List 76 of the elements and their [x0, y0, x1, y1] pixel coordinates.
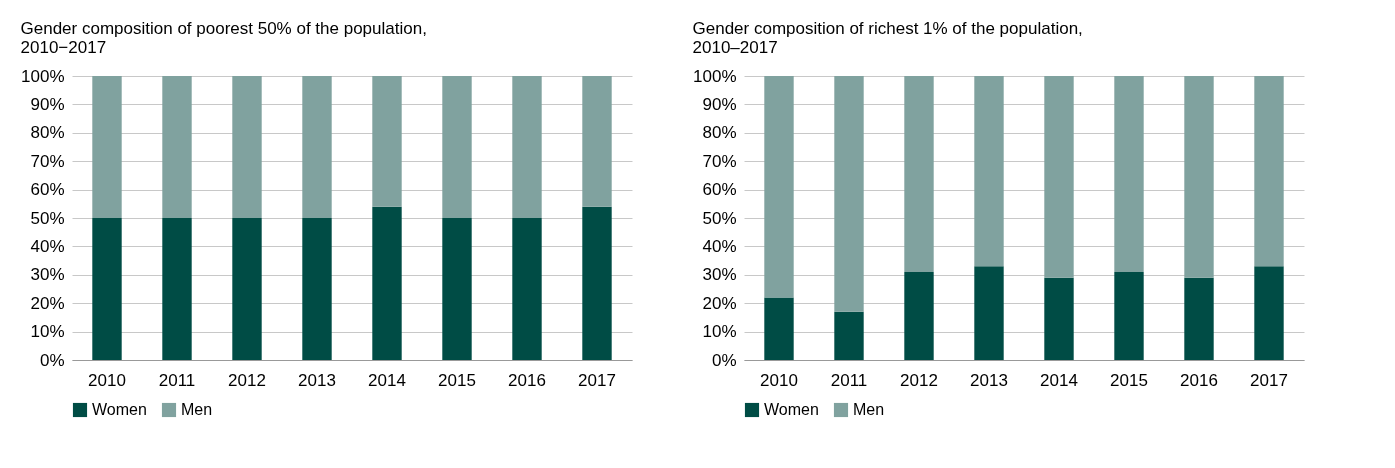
y-tick-label: 30%: [30, 265, 65, 285]
bar: [92, 76, 122, 218]
y-tick-label: 10%: [702, 322, 737, 342]
bar: [764, 297, 794, 360]
x-tick-label: 2016: [1180, 370, 1218, 390]
bar: [372, 206, 402, 360]
bar: [904, 271, 934, 360]
x-tick-label: 2010: [760, 370, 798, 390]
y-tick-label: 0%: [39, 350, 65, 370]
y-tick-label: 60%: [702, 180, 737, 200]
bar: [162, 218, 192, 360]
y-tick-label: 40%: [30, 236, 65, 256]
bar: [232, 218, 262, 360]
bar: [302, 76, 332, 218]
y-tick-label: 90%: [30, 94, 65, 114]
legend-label: Women: [92, 401, 147, 418]
y-tick-label: 100%: [693, 66, 737, 86]
x-tick-label: 2011: [830, 370, 868, 390]
bar: [974, 76, 1004, 267]
x-tick-label: 2013: [970, 370, 1008, 390]
y-tick-label: 70%: [30, 151, 65, 171]
bar: [1184, 277, 1214, 360]
y-tick-label: 30%: [702, 265, 737, 285]
bar: [1114, 76, 1144, 272]
chart-title: Gender composition of poorest 50% of the population, 2010−2017: [20, 19, 427, 57]
y-tick-label: 90%: [702, 94, 737, 114]
legend-label: Men: [853, 401, 885, 418]
y-tick-label: 40%: [702, 236, 737, 256]
x-tick-label: 2010: [88, 370, 126, 390]
bar: [1044, 277, 1074, 360]
bar: [834, 76, 864, 312]
x-tick-label: 2014: [368, 370, 406, 390]
y-tick-label: 70%: [702, 151, 737, 171]
legend-label: Women: [764, 401, 819, 418]
x-tick-label: 2017: [1250, 370, 1288, 390]
x-tick-label: 2011: [158, 370, 196, 390]
bar: [1254, 76, 1284, 267]
y-tick-label: 20%: [30, 293, 65, 313]
x-tick-label: 2012: [228, 370, 266, 390]
bar: [302, 218, 332, 360]
x-tick-label: 2014: [1040, 370, 1078, 390]
y-tick-label: 0%: [711, 350, 737, 370]
y-tick-label: 20%: [702, 293, 737, 313]
bar: [92, 218, 122, 360]
bar: [442, 218, 472, 360]
bar: [442, 76, 472, 218]
chart-title: Gender composition of richest 1% of the population, 2010–2017: [692, 19, 1083, 57]
bar: [232, 76, 262, 218]
bar: [1254, 266, 1284, 360]
y-tick-label: 60%: [30, 180, 65, 200]
x-tick-label: 2012: [900, 370, 938, 390]
y-tick-label: 80%: [30, 123, 65, 143]
bar: [904, 76, 934, 272]
bar: [162, 76, 192, 218]
bar: [1114, 271, 1144, 360]
x-tick-label: 2015: [1110, 370, 1148, 390]
bar: [582, 76, 612, 207]
y-tick-label: 50%: [30, 208, 65, 228]
bar: [512, 218, 542, 360]
y-tick-label: 100%: [21, 66, 65, 86]
bar: [974, 266, 1004, 360]
x-tick-label: 2015: [438, 370, 476, 390]
bar: [834, 311, 864, 360]
x-tick-label: 2013: [298, 370, 336, 390]
bar: [764, 76, 794, 298]
bar: [512, 76, 542, 218]
y-tick-label: 10%: [30, 322, 65, 342]
bar: [372, 76, 402, 207]
bar: [1044, 76, 1074, 278]
x-tick-label: 2016: [508, 370, 546, 390]
x-tick-label: 2017: [578, 370, 616, 390]
y-tick-label: 50%: [702, 208, 737, 228]
y-tick-label: 80%: [702, 123, 737, 143]
legend-label: Men: [181, 401, 213, 418]
bar: [1184, 76, 1214, 278]
bar: [582, 206, 612, 360]
